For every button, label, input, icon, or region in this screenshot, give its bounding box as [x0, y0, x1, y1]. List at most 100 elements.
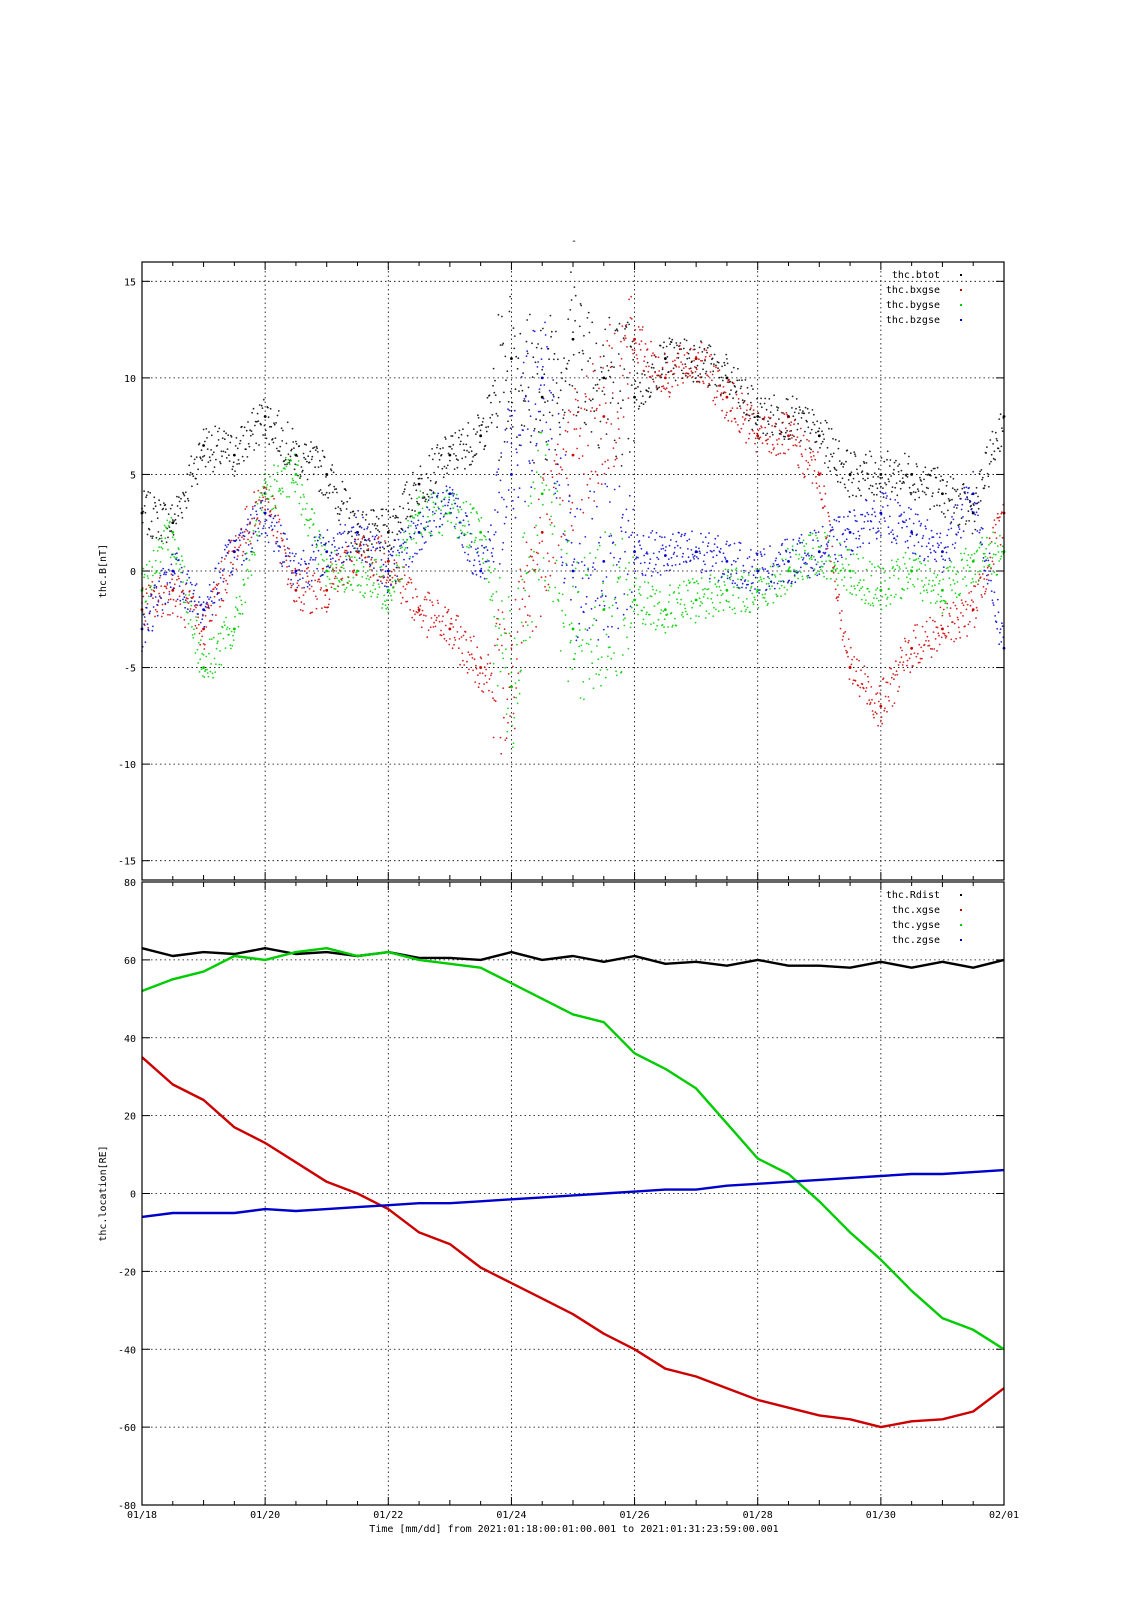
noise-point: [548, 560, 550, 562]
noise-point: [945, 637, 947, 639]
noise-point: [976, 550, 978, 552]
noise-point: [536, 443, 538, 445]
noise-point: [442, 505, 444, 507]
noise-point: [556, 454, 558, 456]
noise-point: [795, 408, 797, 410]
noise-point: [193, 463, 195, 465]
noise-point: [767, 438, 769, 440]
noise-point: [701, 351, 703, 353]
noise-point: [807, 408, 809, 410]
noise-point: [641, 340, 643, 342]
noise-point: [581, 369, 583, 371]
noise-point: [552, 379, 554, 381]
noise-point: [218, 563, 220, 565]
noise-point: [303, 587, 305, 589]
noise-point: [668, 371, 670, 373]
noise-point: [666, 387, 668, 389]
noise-point: [321, 545, 323, 547]
noise-point: [736, 380, 738, 382]
noise-point: [613, 652, 615, 654]
noise-point: [156, 586, 158, 588]
noise-point: [758, 430, 760, 432]
noise-point: [673, 553, 675, 555]
data-point: [233, 454, 236, 457]
noise-point: [579, 326, 581, 328]
noise-point: [876, 598, 878, 600]
noise-point: [145, 512, 147, 514]
noise-point: [711, 551, 713, 553]
noise-point: [860, 495, 862, 497]
noise-point: [826, 422, 828, 424]
noise-point: [725, 414, 727, 416]
noise-point: [264, 509, 266, 511]
noise-point: [502, 658, 504, 660]
noise-point: [636, 534, 638, 536]
noise-point: [320, 554, 322, 556]
noise-point: [873, 717, 875, 719]
noise-point: [947, 626, 949, 628]
noise-point: [550, 470, 552, 472]
noise-point: [519, 333, 521, 335]
noise-point: [686, 540, 688, 542]
noise-point: [662, 347, 664, 349]
noise-point: [151, 589, 153, 591]
noise-point: [188, 500, 190, 502]
noise-point: [192, 611, 194, 613]
noise-point: [907, 588, 909, 590]
noise-point: [162, 613, 164, 615]
noise-point: [894, 674, 896, 676]
noise-point: [304, 570, 306, 572]
noise-point: [235, 535, 237, 537]
noise-point: [734, 613, 736, 615]
noise-point: [271, 522, 273, 524]
noise-point: [437, 506, 439, 508]
noise-point: [148, 630, 150, 632]
noise-point: [191, 584, 193, 586]
noise-point: [342, 578, 344, 580]
noise-point: [360, 585, 362, 587]
noise-point: [371, 543, 373, 545]
noise-point: [667, 626, 669, 628]
noise-point: [474, 559, 476, 561]
noise-point: [772, 434, 774, 436]
noise-point: [489, 599, 491, 601]
noise-point: [201, 636, 203, 638]
noise-point: [492, 385, 494, 387]
noise-point: [884, 707, 886, 709]
noise-point: [189, 474, 191, 476]
noise-point: [406, 584, 408, 586]
noise-point: [684, 363, 686, 365]
data-point: [602, 415, 605, 418]
noise-point: [680, 361, 682, 363]
noise-point: [645, 343, 647, 345]
noise-point: [370, 564, 372, 566]
noise-point: [470, 503, 472, 505]
noise-point: [554, 460, 556, 462]
noise-point: [275, 505, 277, 507]
noise-point: [554, 525, 556, 527]
noise-point: [156, 611, 158, 613]
noise-point: [279, 446, 281, 448]
noise-point: [496, 644, 498, 646]
noise-point: [294, 468, 296, 470]
noise-point: [885, 484, 887, 486]
noise-point: [328, 541, 330, 543]
noise-point: [829, 520, 831, 522]
noise-point: [754, 416, 756, 418]
noise-point: [274, 479, 276, 481]
noise-point: [629, 495, 631, 497]
noise-point: [489, 540, 491, 542]
noise-point: [710, 363, 712, 365]
noise-point: [463, 534, 465, 536]
noise-point: [727, 569, 729, 571]
noise-point: [143, 614, 145, 616]
noise-point: [257, 490, 259, 492]
noise-point: [353, 547, 355, 549]
noise-point: [426, 494, 428, 496]
noise-point: [184, 602, 186, 604]
noise-point: [931, 470, 933, 472]
noise-point: [563, 448, 565, 450]
noise-point: [302, 508, 304, 510]
noise-point: [391, 599, 393, 601]
noise-point: [574, 558, 576, 560]
